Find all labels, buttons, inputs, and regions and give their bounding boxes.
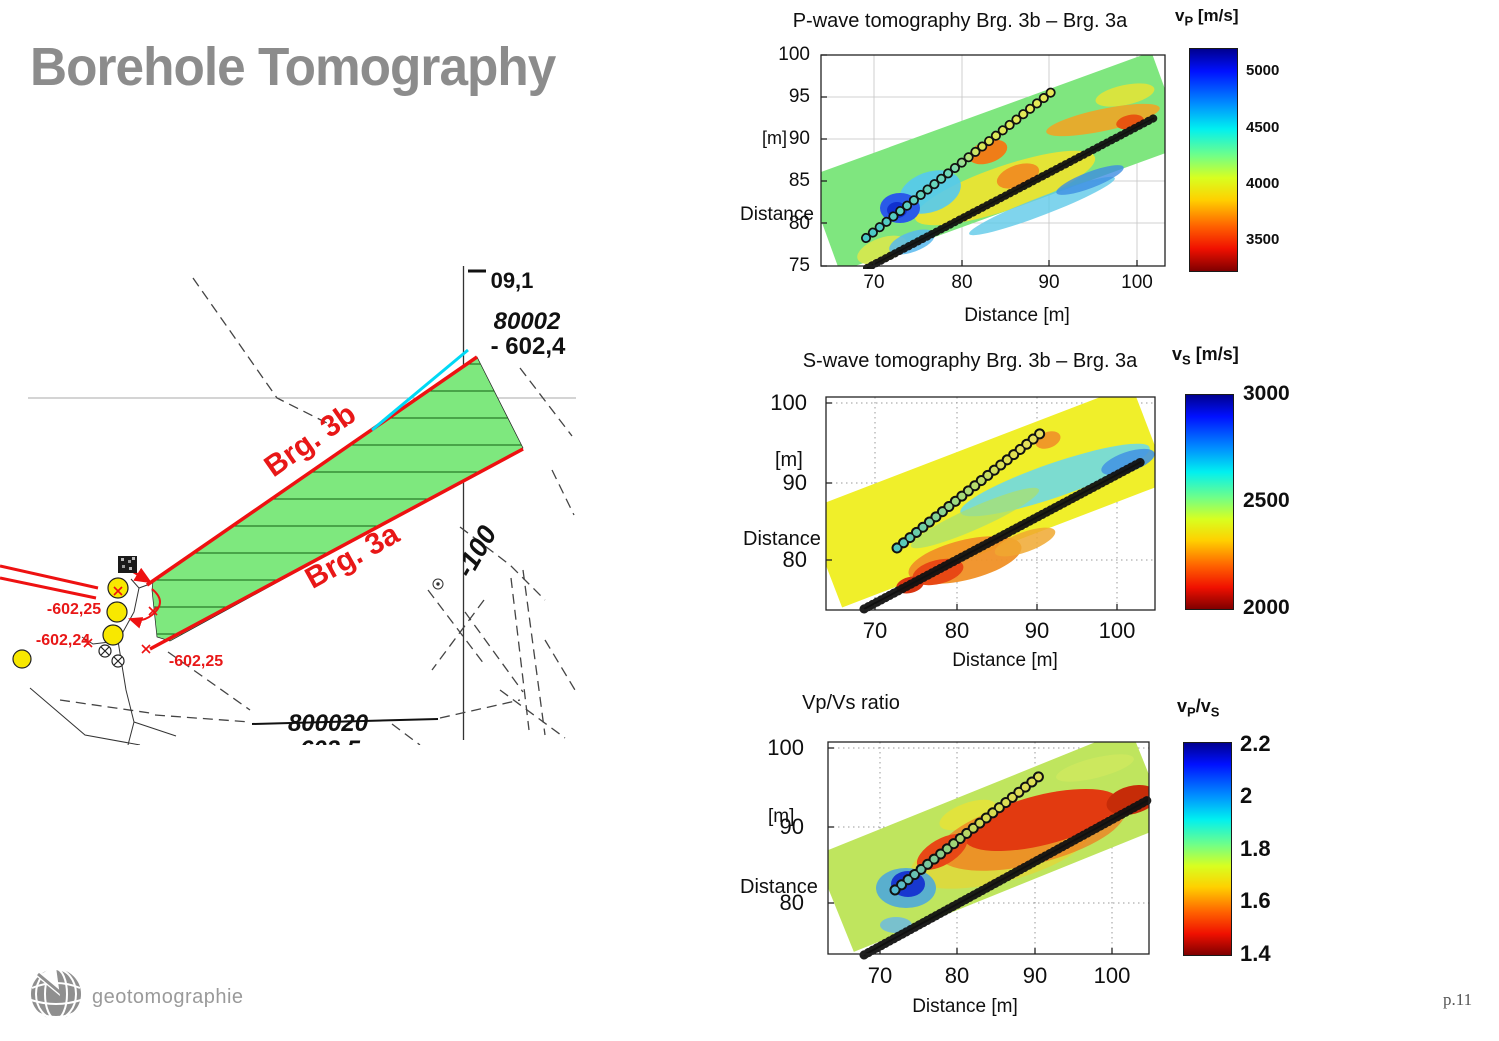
colorbar-tick: 4000: [1246, 175, 1280, 192]
colorbar-tick: 2500: [1243, 489, 1290, 512]
tomography-plane-hatch: [152, 357, 523, 641]
label-elev-bottom: 602,5: [300, 736, 361, 745]
vpvs-borehole-brg3b-markers: [889, 768, 1048, 896]
x-axis-label: Distance [m]: [952, 650, 1058, 671]
label-station-bottom: 800020: [288, 710, 369, 737]
colorbar-tick: 2.2: [1240, 731, 1271, 756]
page-number: p.11: [1443, 990, 1473, 1009]
pwave-plot-canvas: [820, 54, 1166, 269]
label-red-left-lower: -602,24: [36, 632, 90, 649]
shotpoint-circles: [12, 577, 129, 669]
colorbar-tick: 4500: [1246, 119, 1280, 136]
borehole-line-brg3a: [149, 447, 524, 651]
colorbar-tick: 3000: [1243, 382, 1290, 405]
y-axis-unit: [m]: [762, 128, 787, 148]
x-tick-label: 70: [863, 272, 885, 293]
y-tick-label: 100: [778, 44, 810, 65]
vpvs-colorbar-label: vP/vS: [1177, 696, 1220, 720]
colorbar-tick: 3500: [1246, 231, 1280, 248]
colorbar-tick: 5000: [1246, 62, 1280, 79]
swave-borehole-brg3a-markers: [859, 457, 1146, 614]
pwave-colorbar: [1189, 48, 1238, 272]
y-tick-label: 90: [779, 814, 804, 839]
survey-marker-square: [118, 556, 137, 573]
red-access-lines: [0, 564, 99, 600]
map-dashed-lines: [59, 277, 576, 745]
pwave-axis-box: [820, 54, 1166, 267]
label-red-left-upper: -602,25: [47, 601, 101, 618]
label-elev-top: 09,1: [491, 268, 534, 293]
y-tick-label: 100: [770, 390, 807, 415]
red-x-marks: [83, 586, 158, 654]
pwave-axis-ticks: [821, 54, 1138, 267]
y-tick-label: 85: [788, 170, 810, 191]
y-tick-label: 80: [788, 213, 810, 234]
x-tick-label: 100: [1121, 272, 1153, 293]
colorbar-tick: 1.4: [1240, 941, 1271, 966]
circle-dot-symbol: [432, 578, 444, 590]
y-axis-unit: [m]: [768, 806, 795, 827]
colorbar-tick: 1.6: [1240, 888, 1271, 913]
swave-colorbar-label: vS [m/s]: [1172, 344, 1239, 368]
pwave-borehole-brg3a-markers: [863, 114, 1158, 269]
x-tick-label: 70: [862, 618, 888, 643]
pwave-borehole-brg3b-markers: [861, 85, 1059, 243]
x-axis-label: Distance [m]: [912, 996, 1018, 1017]
swave-borehole-brg3b-markers: [891, 426, 1048, 554]
y-axis-label: Distance: [743, 528, 821, 550]
vpvs-plot-title: Vp/Vs ratio: [802, 692, 900, 714]
pwave-plot-title: P-wave tomography Brg. 3b – Brg. 3a: [792, 10, 1128, 32]
swave-plot-title: S-wave tomography Brg. 3b – Brg. 3a: [802, 350, 1138, 372]
y-axis-label: Distance: [740, 204, 814, 225]
borehole-deviation-line: [371, 348, 469, 432]
vpvs-borehole-brg3a-markers: [859, 795, 1153, 960]
colorbar-tick: 2000: [1243, 596, 1290, 619]
red-arrow-curved: [128, 588, 161, 629]
x-tick-label: 70: [867, 963, 893, 988]
vpvs-tomogram: [828, 742, 1149, 952]
page-title: Borehole Tomography: [30, 37, 556, 97]
pwave-colorbar-label: vP [m/s]: [1175, 6, 1239, 29]
vpvs-axis-box: [827, 741, 1150, 955]
label-station-top: 80002: [494, 308, 561, 335]
colorbar-tick: 2: [1240, 783, 1253, 808]
vpvs-axis-ticks: [828, 747, 1113, 954]
y-tick-label: 80: [782, 547, 807, 572]
label-red-center: -602,25: [169, 653, 223, 670]
label-minus100: -100: [450, 521, 503, 583]
crossed-circle-symbols: [98, 644, 125, 668]
y-axis-unit: [m]: [775, 449, 803, 471]
x-tick-label: 80: [944, 618, 970, 643]
x-tick-label: 100: [1093, 963, 1131, 988]
x-tick-label: 90: [1022, 963, 1048, 988]
x-tick-label: 90: [1024, 618, 1050, 643]
swave-tomogram: [826, 397, 1155, 608]
y-tick-label: 75: [788, 255, 810, 276]
swave-axis-ticks: [826, 402, 1118, 610]
vpvs-plot-canvas: [827, 741, 1153, 960]
x-tick-label: 80: [951, 272, 973, 293]
y-tick-label: 80: [779, 890, 804, 915]
label-elev-top2: - 602,4: [491, 333, 566, 360]
swave-axis-box: [825, 396, 1156, 611]
y-tick-label: 90: [782, 470, 807, 495]
logo-text: geotomographie: [92, 986, 244, 1008]
y-axis-label: Distance: [740, 876, 818, 898]
y-tick-label: 100: [767, 735, 804, 760]
x-tick-label: 90: [1038, 272, 1060, 293]
swave-plot-canvas: [825, 396, 1156, 614]
borehole-line-brg3b: [146, 355, 478, 587]
globe-logo-icon: [30, 967, 82, 1020]
swave-colorbar: [1185, 394, 1234, 610]
x-tick-label: 100: [1098, 618, 1136, 643]
y-tick-label: 90: [788, 128, 810, 149]
x-tick-label: 80: [944, 963, 970, 988]
site-map-figure: Brg. 3b Brg. 3a -100 09,1 80002 - 602,4 …: [0, 266, 576, 745]
station-strike-line: [251, 718, 439, 725]
vpvs-colorbar: [1183, 742, 1232, 956]
y-tick-label: 95: [788, 86, 810, 107]
x-axis-label: Distance [m]: [964, 305, 1070, 326]
colorbar-tick: 1.8: [1240, 836, 1271, 861]
